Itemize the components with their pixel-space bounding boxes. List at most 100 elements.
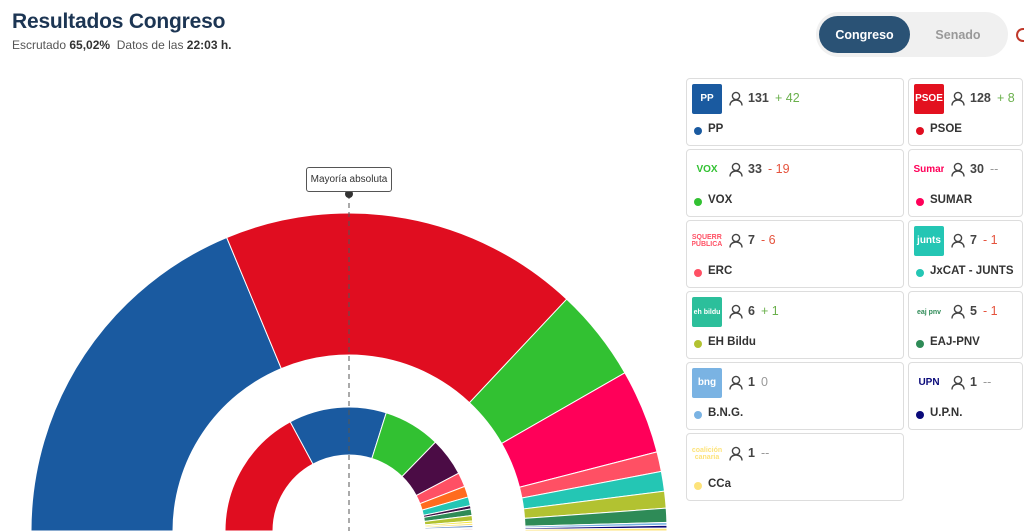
party-card-eaj-pnv[interactable]: eaj pnv 5 - 1 EAJ-PNV [908,291,1023,359]
seat-change: 0 [761,375,768,389]
seats-person-icon [951,375,965,390]
party-color-dot [694,127,702,135]
party-card-u-p-n-[interactable]: UPN 1 -- U.P.N. [908,362,1023,430]
party-card-cca[interactable]: coalición canaria 1 -- CCa [686,433,904,501]
outer-segment-psoe[interactable] [225,212,568,404]
party-name: ERC [708,265,733,277]
scrutiny-label: Escrutado [12,38,67,52]
party-color-dot [694,340,702,348]
seat-count: 1 [970,375,977,389]
party-card-psoe[interactable]: PSOE 128 + 8 PSOE [908,78,1023,146]
party-logo: ESQUERRA REPUBLICANA [692,226,722,256]
party-logo-text: coalición canaria [692,447,722,461]
party-color-dot [916,411,924,419]
seat-count: 128 [970,91,991,105]
seat-change: - 19 [768,162,790,176]
seat-change: -- [990,162,999,176]
time-value: 22:03 h. [186,38,232,52]
party-logo: eaj pnv [914,297,944,327]
seats-person-icon [729,446,743,461]
party-name: PSOE [930,123,962,135]
seats-person-icon [951,162,965,177]
party-name: CCa [708,478,732,490]
party-logo: VOX [692,155,722,185]
seat-change: + 42 [775,91,800,105]
party-name: PP [708,123,724,135]
party-card-vox[interactable]: VOX 33 - 19 VOX [686,149,904,217]
outer-segment-cca[interactable] [524,527,668,531]
seat-count: 30 [970,162,984,176]
seat-change: - 6 [761,233,776,247]
party-card-sumar[interactable]: Sumar 30 -- SUMAR [908,149,1023,217]
party-card-eh-bildu[interactable]: eh bildu 6 + 1 EH Bildu [686,291,904,359]
party-card-b-n-g-[interactable]: bng 1 0 B.N.G. [686,362,904,430]
party-color-dot [694,482,702,490]
party-logo-text: Sumar [914,164,944,175]
party-name: EAJ-PNV [930,336,980,348]
party-logo-text: bng [697,377,717,388]
party-color-dot [916,198,924,206]
party-logo: eh bildu [692,297,722,327]
party-name: VOX [708,194,733,206]
seat-change: - 1 [983,233,998,247]
party-card-erc[interactable]: ESQUERRA REPUBLICANA 7 - 6 ERC [686,220,904,288]
seats-person-icon [951,91,965,106]
majority-label: Mayoría absoluta [306,167,392,192]
party-color-dot [916,269,924,277]
seat-change: - 1 [983,304,998,318]
party-color-dot [694,269,702,277]
party-logo: Sumar [914,155,944,185]
party-logo: bng [692,368,722,398]
party-logo-text: PSOE [915,93,943,104]
party-logo-text: junts [917,235,941,246]
majority-marker [345,190,353,198]
party-color-dot [916,127,924,135]
seat-count: 5 [970,304,977,318]
seats-person-icon [951,233,965,248]
party-card-pp[interactable]: PP 131 + 42 PP [686,78,904,146]
seat-count: 1 [748,446,755,460]
party-logo: PP [692,84,722,114]
seats-person-icon [729,304,743,319]
seats-person-icon [729,375,743,390]
scrutiny-value: 65,02% [69,38,111,52]
seat-count: 1 [748,375,755,389]
party-name: JxCAT - JUNTS [930,265,1014,277]
seat-count: 131 [748,91,769,105]
seats-person-icon [729,233,743,248]
party-name: U.P.N. [930,407,963,419]
seat-count: 7 [970,233,977,247]
seat-change: + 8 [997,91,1015,105]
seat-change: -- [761,446,770,460]
party-logo: junts [914,226,944,256]
party-name: B.N.G. [708,407,744,419]
outer-segment-pp[interactable] [30,236,282,531]
seats-person-icon [729,162,743,177]
partial-icon[interactable] [1016,28,1024,42]
party-logo-text: ESQUERRA REPUBLICANA [692,234,722,248]
party-logo-text: UPN [918,377,940,388]
seat-count: 6 [748,304,755,318]
seats-person-icon [729,91,743,106]
party-logo: UPN [914,368,944,398]
time-label: Datos de las [116,38,184,52]
party-logo-text: VOX [696,164,718,175]
party-logo: coalición canaria [692,439,722,469]
seats-person-icon [951,304,965,319]
party-color-dot [694,198,702,206]
tab-congreso[interactable]: Congreso [819,16,910,53]
seat-count: 7 [748,233,755,247]
party-logo-text: eaj pnv [916,308,942,316]
party-card-jxcat-junts[interactable]: junts 7 - 1 JxCAT - JUNTS [908,220,1023,288]
seat-change: + 1 [761,304,779,318]
party-logo-text: PP [700,93,714,104]
party-logo: PSOE [914,84,944,114]
tab-senado[interactable]: Senado [935,27,981,42]
seats-hemicycle-chart [30,190,668,531]
party-name: EH Bildu [708,336,756,348]
party-color-dot [694,411,702,419]
party-name: SUMAR [930,194,973,206]
chamber-toggle: Congreso Senado [816,12,1008,57]
seat-count: 33 [748,162,762,176]
seat-change: -- [983,375,992,389]
